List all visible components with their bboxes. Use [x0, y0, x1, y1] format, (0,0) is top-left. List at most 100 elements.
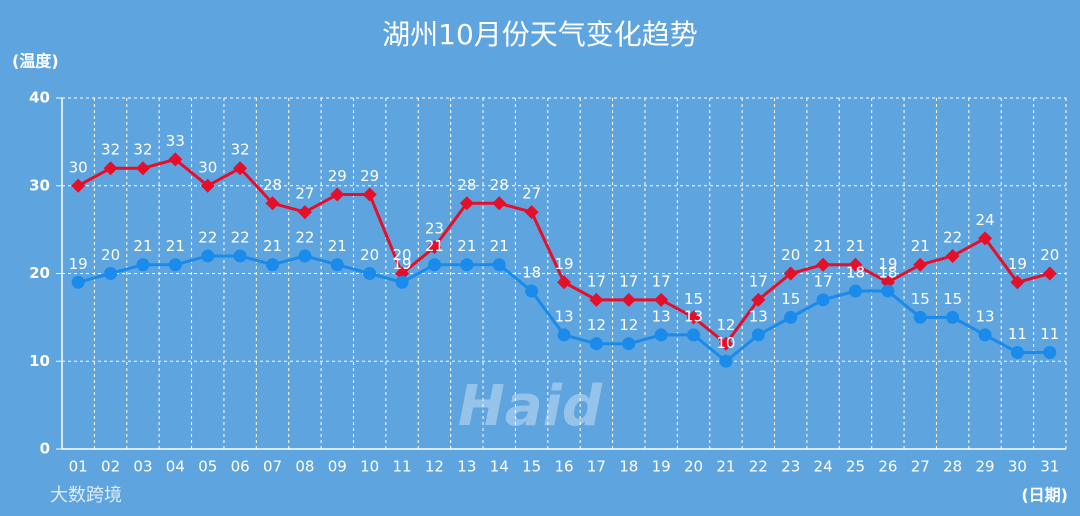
- data-label: 19: [393, 255, 412, 273]
- point: [589, 292, 604, 307]
- x-tick-label: 31: [1040, 458, 1059, 476]
- point: [1043, 345, 1057, 359]
- x-tick-label: 25: [846, 458, 865, 476]
- data-label: 18: [522, 264, 541, 282]
- data-label: 17: [652, 272, 671, 290]
- data-label: 17: [587, 272, 606, 290]
- data-label: 17: [749, 272, 768, 290]
- point: [427, 258, 441, 272]
- data-label: 20: [393, 246, 412, 264]
- data-label: 19: [1008, 255, 1027, 273]
- point: [460, 258, 474, 272]
- data-label: 17: [619, 272, 638, 290]
- data-label: 32: [231, 141, 250, 159]
- data-label: 27: [295, 185, 314, 203]
- data-label: 19: [878, 255, 897, 273]
- data-label: 21: [457, 237, 476, 255]
- x-tick-label: 13: [457, 458, 476, 476]
- point: [298, 249, 312, 263]
- data-label: 21: [166, 237, 185, 255]
- data-label: 20: [101, 246, 120, 264]
- point: [201, 249, 215, 263]
- y-tick-label: 30: [29, 176, 50, 194]
- x-tick-label: 11: [393, 458, 412, 476]
- point: [168, 152, 183, 167]
- x-tick-label: 20: [684, 458, 703, 476]
- point: [751, 292, 766, 307]
- x-tick-label: 01: [69, 458, 88, 476]
- x-tick-label: 14: [490, 458, 509, 476]
- data-label: 20: [360, 246, 379, 264]
- data-label: 21: [846, 237, 865, 255]
- point: [200, 178, 215, 193]
- point: [784, 310, 798, 324]
- point: [719, 354, 733, 368]
- data-label: 30: [198, 158, 217, 176]
- data-label: 18: [878, 264, 897, 282]
- point: [654, 328, 668, 342]
- x-axis-label: (日期): [1021, 486, 1068, 505]
- point: [816, 257, 831, 272]
- point: [1010, 275, 1025, 290]
- point: [589, 337, 603, 351]
- data-label: 29: [360, 167, 379, 185]
- x-tick-label: 19: [652, 458, 671, 476]
- x-tick-label: 27: [911, 458, 930, 476]
- x-tick-label: 22: [749, 458, 768, 476]
- point: [848, 284, 862, 298]
- point: [427, 240, 442, 255]
- point: [816, 293, 830, 307]
- x-tick-label: 26: [878, 458, 897, 476]
- data-label: 12: [587, 316, 606, 334]
- data-label: 22: [198, 228, 217, 246]
- point: [71, 275, 85, 289]
- point: [233, 249, 247, 263]
- watermark: Haid: [458, 374, 603, 439]
- data-label: 27: [522, 185, 541, 203]
- data-label: 19: [554, 255, 573, 273]
- data-label: 21: [814, 237, 833, 255]
- x-tick-label: 09: [328, 458, 347, 476]
- point: [686, 310, 701, 325]
- point: [945, 248, 960, 263]
- x-tick-label: 17: [587, 458, 606, 476]
- point: [330, 187, 345, 202]
- point: [233, 161, 248, 176]
- point: [104, 267, 118, 280]
- point: [524, 205, 539, 220]
- point: [687, 328, 701, 342]
- data-label: 21: [133, 237, 152, 255]
- x-tick-label: 07: [263, 458, 282, 476]
- point: [395, 275, 409, 289]
- x-tick-label: 10: [360, 458, 379, 476]
- data-label: 22: [943, 228, 962, 246]
- data-label: 13: [554, 307, 573, 325]
- point: [557, 275, 571, 290]
- point: [978, 328, 992, 342]
- data-label: 11: [1040, 325, 1059, 343]
- data-label: 21: [425, 237, 444, 255]
- point: [71, 178, 86, 193]
- x-tick-label: 30: [1008, 458, 1027, 476]
- x-tick-label: 02: [101, 458, 120, 476]
- data-label: 21: [328, 237, 347, 255]
- x-tick-label: 12: [425, 458, 444, 476]
- point: [654, 292, 669, 307]
- point: [525, 284, 539, 298]
- point: [135, 161, 150, 176]
- chart-title: 湖州10月份天气变化趋势: [382, 18, 698, 51]
- data-label: 28: [490, 176, 509, 194]
- data-label: 30: [69, 158, 88, 176]
- point: [168, 258, 182, 272]
- source: 大数跨境: [50, 485, 122, 506]
- x-tick-label: 24: [814, 458, 833, 476]
- x-tick-label: 05: [198, 458, 217, 476]
- point: [362, 187, 377, 202]
- data-label: 15: [684, 290, 703, 308]
- x-tick-label: 29: [975, 458, 994, 476]
- data-label: 23: [425, 220, 444, 238]
- point: [266, 258, 280, 272]
- point: [136, 258, 150, 272]
- x-tick-label: 28: [943, 458, 962, 476]
